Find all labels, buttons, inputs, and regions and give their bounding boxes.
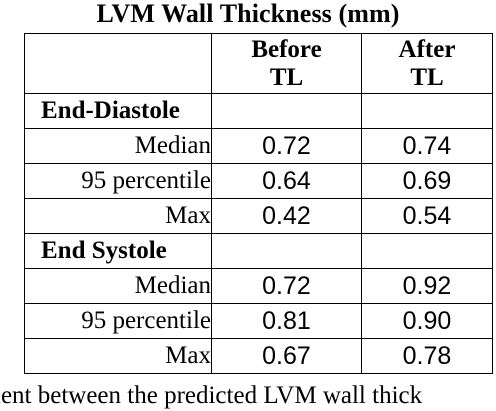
table-row: Median 0.72 0.92 [24, 268, 493, 304]
section-label: End Systole [24, 233, 212, 269]
row-label: Max [24, 338, 212, 374]
after-value: 0.92 [361, 268, 493, 304]
table-row: Max 0.67 0.78 [24, 338, 493, 374]
table-title: LVM Wall Thickness (mm) [96, 0, 400, 28]
before-value: 0.81 [211, 303, 362, 339]
after-value: 0.78 [361, 338, 493, 374]
header-empty-cell [24, 33, 212, 94]
after-value: 0.54 [361, 198, 493, 234]
before-value: 0.67 [211, 338, 362, 374]
header-after-line2: TL [410, 63, 444, 91]
empty-cell [211, 93, 362, 129]
header-after-tl: After TL [361, 33, 493, 94]
row-label: 95 percentile [24, 163, 212, 199]
row-label: 95 percentile [24, 303, 212, 339]
after-value: 0.69 [361, 163, 493, 199]
after-value: 0.74 [361, 128, 493, 164]
header-row: Before TL After TL [24, 33, 493, 94]
header-before-tl: Before TL [211, 33, 362, 94]
empty-cell [361, 233, 493, 269]
before-value: 0.64 [211, 163, 362, 199]
row-label: Median [24, 128, 212, 164]
caption-text: ient between the predicted LVM wall thic… [0, 382, 423, 409]
before-value: 0.72 [211, 268, 362, 304]
row-label: Max [24, 198, 212, 234]
section-row-end-systole: End Systole [24, 233, 493, 269]
before-value: 0.42 [211, 198, 362, 234]
section-label: End-Diastole [24, 93, 212, 129]
header-before-line1: Before [251, 35, 322, 63]
before-value: 0.72 [211, 128, 362, 164]
header-after-line1: After [398, 35, 456, 63]
table-row: Median 0.72 0.74 [24, 128, 493, 164]
empty-cell [361, 93, 493, 129]
wall-thickness-table: Before TL After TL End-Diastole Median 0… [24, 33, 493, 374]
table-row: Max 0.42 0.54 [24, 198, 493, 234]
empty-cell [211, 233, 362, 269]
row-label: Median [24, 268, 212, 304]
section-row-end-diastole: End-Diastole [24, 93, 493, 129]
table-row: 95 percentile 0.81 0.90 [24, 303, 493, 339]
header-before-line2: TL [269, 63, 304, 91]
after-value: 0.90 [361, 303, 493, 339]
table-row: 95 percentile 0.64 0.69 [24, 163, 493, 199]
